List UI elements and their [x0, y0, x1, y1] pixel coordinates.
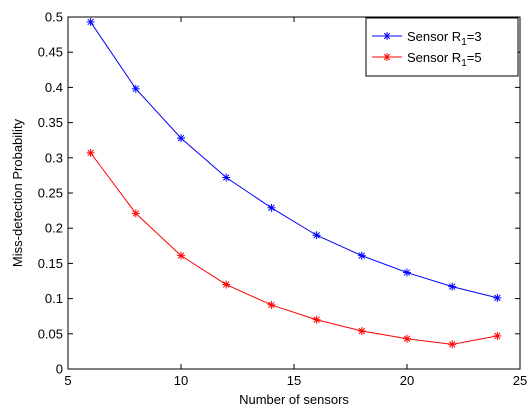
y-tick-label: 0.15 [38, 256, 63, 271]
y-tick-label: 0.2 [45, 221, 63, 236]
data-point [86, 148, 95, 157]
data-point [493, 293, 502, 302]
data-point [357, 326, 366, 335]
y-tick-label: 0.25 [38, 186, 63, 201]
y-tick-label: 0.35 [38, 115, 63, 130]
data-point [131, 84, 140, 93]
legend-label-1: Sensor R1=3 [407, 29, 482, 48]
data-point [222, 173, 231, 182]
data-point [267, 203, 276, 212]
data-series [86, 17, 502, 349]
data-point [312, 315, 321, 324]
data-point [131, 209, 140, 218]
y-tick-label: 0 [56, 362, 63, 377]
y-axis-label: Miss-detection Probability [10, 118, 25, 267]
data-point [86, 17, 95, 26]
legend: Sensor R1=3 Sensor R1=5 [365, 17, 519, 77]
series-line-2 [90, 152, 498, 345]
y-tick-label: 0.4 [45, 80, 63, 95]
x-tick-label: 20 [400, 373, 414, 388]
y-tick-label: 0.5 [45, 10, 63, 25]
data-point [267, 300, 276, 309]
y-tick-label: 0.05 [38, 326, 63, 341]
data-point [357, 251, 366, 260]
data-point [312, 231, 321, 240]
x-axis-label: Number of sensors [239, 392, 349, 407]
x-tick-label: 25 [513, 373, 527, 388]
data-point [493, 331, 502, 340]
y-tick-label: 0.1 [45, 291, 63, 306]
y-tick-label: 0.3 [45, 150, 63, 165]
legend-marker-2 [383, 53, 391, 61]
legend-marker-1 [383, 32, 391, 40]
data-point [403, 334, 411, 343]
series-line-1 [90, 21, 498, 299]
x-tick-label: 10 [174, 373, 188, 388]
data-point [177, 134, 185, 143]
data-point [448, 282, 457, 291]
data-point [448, 340, 457, 349]
legend-box [365, 17, 519, 77]
data-point [177, 251, 185, 260]
x-tick-label: 5 [64, 373, 71, 388]
x-tick-label: 15 [287, 373, 301, 388]
y-tick-label: 0.45 [38, 45, 63, 60]
axis-ticks: 5 10 15 20 25 0 0.05 0.1 0.15 0.2 0.25 0.3 0.35 0.4 0.… [38, 10, 527, 389]
data-point [222, 280, 231, 289]
data-point [403, 268, 411, 277]
legend-label-2: Sensor R1=5 [407, 50, 482, 69]
